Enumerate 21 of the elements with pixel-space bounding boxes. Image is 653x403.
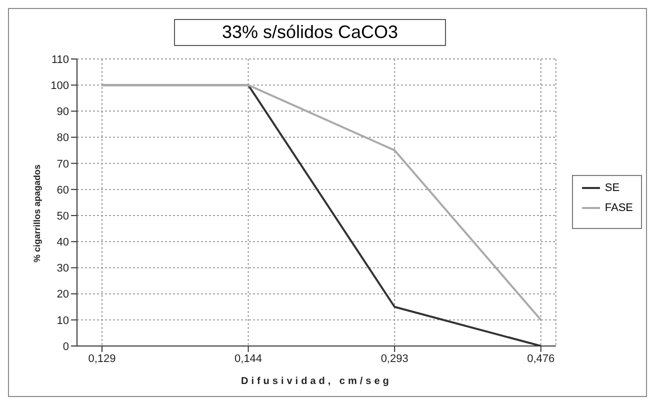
chart-title: 33% s/sólidos CaCO3 <box>174 19 446 46</box>
y-tick-label: 10 <box>56 314 69 327</box>
y-tick-label: 60 <box>56 184 69 196</box>
x-tick-label: 0,129 <box>88 352 116 365</box>
y-axis-title: % cigarrillos apagados <box>32 164 42 262</box>
y-tick-label: 70 <box>56 158 69 170</box>
x-tick-label: 0,476 <box>527 352 555 365</box>
legend-label: SE <box>604 182 620 194</box>
x-tick-label: 0,293 <box>380 352 408 365</box>
y-tick-label: 50 <box>56 210 69 222</box>
y-tick-label: 110 <box>51 54 69 66</box>
y-tick-label: 0 <box>62 340 69 353</box>
y-tick-label: 30 <box>56 262 69 275</box>
y-tick-label: 100 <box>50 80 69 92</box>
y-tick-label: 20 <box>56 288 69 301</box>
x-axis-title: Difusividad, cm/seg <box>240 376 392 387</box>
legend-label: FASE <box>604 202 633 214</box>
x-tick-label: 0,144 <box>234 352 262 365</box>
y-tick-label: 90 <box>56 106 69 118</box>
y-tick-label: 80 <box>56 132 69 144</box>
y-tick-label: 40 <box>56 236 69 249</box>
